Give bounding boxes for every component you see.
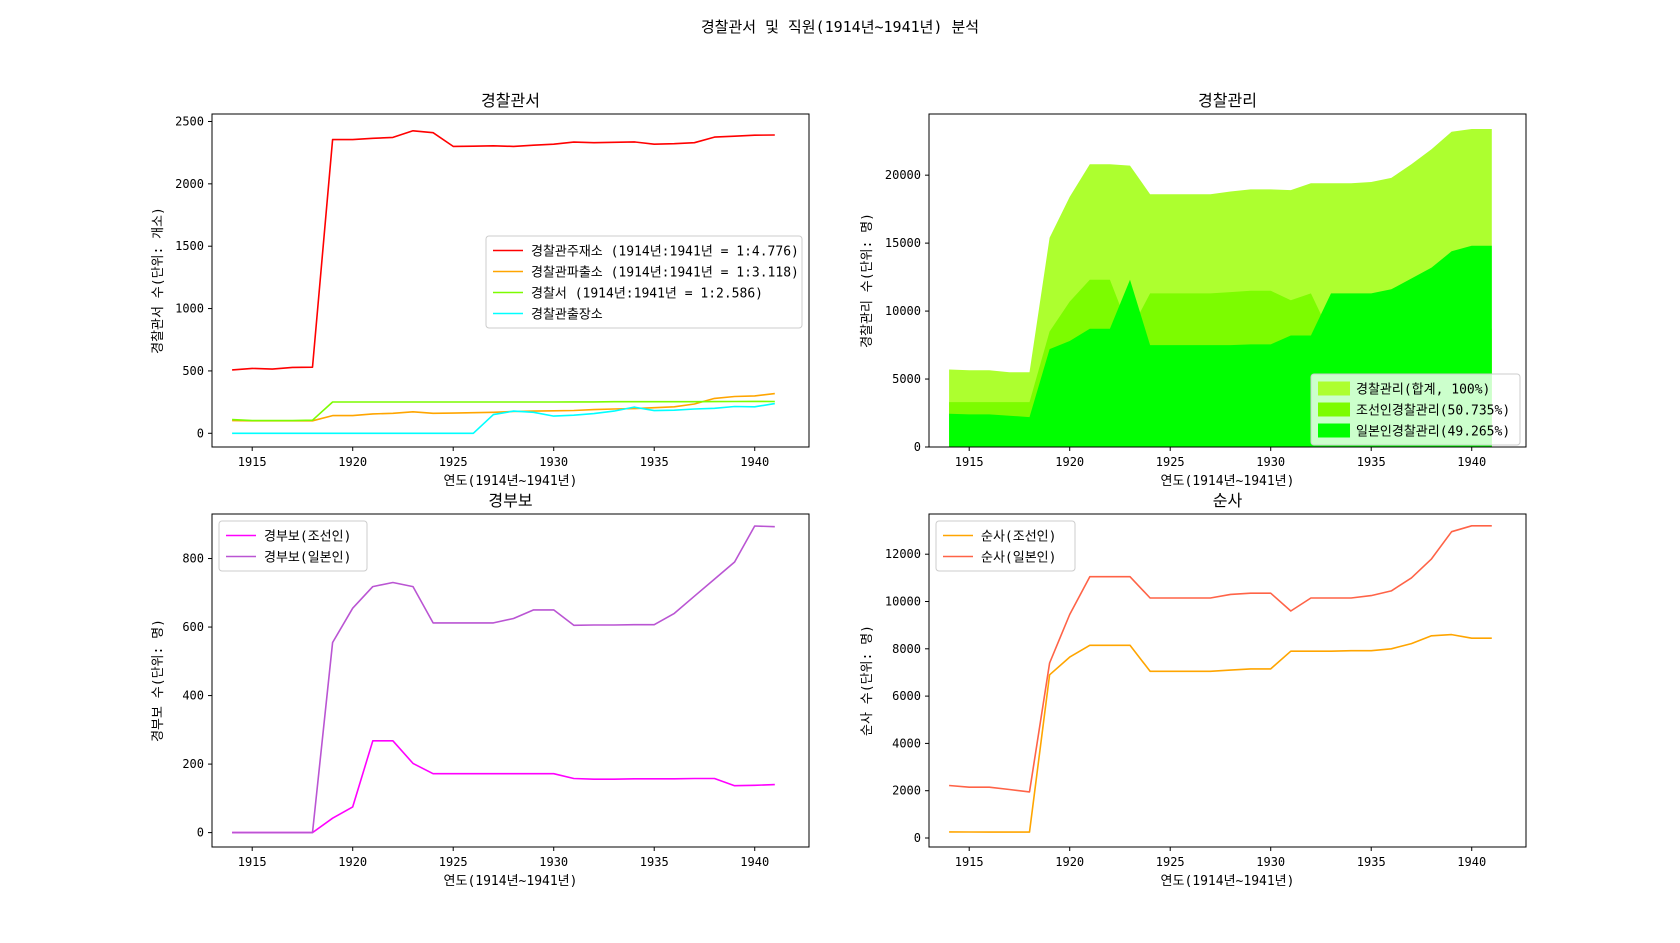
legend-entry: 경부보(일본인) [264,551,351,566]
y-tick-label: 400 [182,689,204,703]
y-tick-label: 2000 [892,784,921,798]
y-axis-label: 경찰관서 수(단위: 개소) [151,207,166,354]
y-tick-label: 12000 [885,547,921,561]
x-tick-label: 1915 [955,855,984,869]
y-axis-label: 순사 수(단위: 명) [860,625,875,736]
y-tick-label: 15000 [885,236,921,250]
x-axis-label: 연도(1914년~1941년) [444,474,578,489]
x-tick-label: 1930 [539,855,568,869]
x-tick-label: 1930 [1256,455,1285,469]
x-tick-label: 1930 [539,455,568,469]
legend-entry: 경찰관파출소 (1914년:1941년 = 1:3.118) [531,266,799,281]
legend-box [485,235,803,329]
chart-panel-3: 경부보 1915 1920 1925 1930 1935 1940 0 200 400 600 800… [151,491,810,889]
y-tick-label: 1500 [175,239,204,253]
axes-frame [928,113,1527,448]
y-tick-label: 10000 [885,595,921,609]
x-tick-label: 1930 [1256,855,1285,869]
legend-entry: 순사(조선인) [981,530,1056,545]
legend-entry: 경부보(조선인) [264,530,351,545]
y-tick-label: 200 [182,757,204,771]
x-axis-label: 연도(1914년~1941년) [1161,474,1295,489]
y-tick-label: 2500 [175,114,204,128]
legend-box [1310,373,1521,446]
chart-title: 경부보 [488,491,532,510]
legend-box [935,520,1076,572]
y-tick-label: 1000 [175,302,204,316]
x-tick-label: 1935 [1357,855,1386,869]
y-axis-label: 경부보 수(단위: 명) [151,619,166,742]
legend-swatch [1318,402,1350,417]
legend-swatch [1318,423,1350,438]
line-series-1 [232,740,775,834]
legend-entry: 일본인경찰관리(49.265%) [1356,425,1510,440]
x-tick-label: 1920 [1055,855,1084,869]
y-tick-label: 8000 [892,642,921,656]
legend: 경찰관주재소 (1914년:1941년 = 1:4.776) 경찰관파출소 (19… [485,235,803,329]
x-tick-label: 1940 [740,855,769,869]
x-tick-label: 1920 [338,855,367,869]
chart-title: 순사 [1213,491,1243,510]
x-tick-label: 1935 [640,455,669,469]
axes-frame [928,513,1527,848]
x-tick-label: 1915 [238,455,267,469]
x-tick-label: 1940 [1457,455,1486,469]
y-tick-label: 500 [182,364,204,378]
legend-entry: 경찰관출장소 [531,308,603,323]
x-tick-label: 1915 [238,855,267,869]
y-tick-label: 20000 [885,168,921,182]
x-tick-label: 1925 [439,855,468,869]
axes-frame [211,113,810,448]
x-tick-label: 1940 [1457,855,1486,869]
y-tick-label: 0 [197,426,204,440]
line-series-3 [232,400,775,422]
y-tick-label: 0 [914,440,921,454]
legend: 경부보(조선인) 경부보(일본인) [218,520,368,572]
legend-entry: 조선인경찰관리(50.735%) [1356,404,1510,419]
x-tick-label: 1920 [1055,455,1084,469]
line-series-2 [949,525,1492,793]
legend-entry: 경찰관주재소 (1914년:1941년 = 1:4.776) [531,245,799,260]
legend: 경찰관리(합계, 100%) 조선인경찰관리(50.735%) 일본인경찰관리(49… [1310,373,1521,446]
chart-title: 경찰관리 [1198,91,1257,110]
x-tick-label: 1925 [439,455,468,469]
y-tick-label: 600 [182,620,204,634]
x-tick-label: 1940 [740,455,769,469]
x-tick-label: 1925 [1156,855,1185,869]
axes-frame [211,513,810,848]
line-series-2 [232,392,775,422]
legend: 순사(조선인) 순사(일본인) [935,520,1076,572]
x-tick-label: 1935 [640,855,669,869]
y-tick-label: 0 [197,826,204,840]
x-tick-label: 1935 [1357,455,1386,469]
legend-entry: 경찰서 (1914년:1941년 = 1:2.586) [531,287,763,302]
x-axis-label: 연도(1914년~1941년) [1161,874,1295,889]
y-tick-label: 6000 [892,689,921,703]
y-tick-label: 5000 [892,372,921,386]
legend-swatch [1318,381,1350,396]
x-tick-label: 1920 [338,455,367,469]
chart-panel-4: 순사 1915 1920 1925 1930 1935 1940 0 2000 4000 6000 8… [860,491,1527,889]
y-axis-label: 경찰관리 수(단위: 명) [860,213,875,348]
x-axis-label: 연도(1914년~1941년) [444,874,578,889]
legend-entry: 경찰관리(합계, 100%) [1356,383,1490,398]
line-series-1 [949,633,1492,833]
chart-panel-2: 경찰관리 1915 1920 1925 1930 1935 1940 0 5000 10000 15… [860,91,1527,489]
x-tick-label: 1925 [1156,455,1185,469]
x-tick-label: 1915 [955,455,984,469]
chart-panel-1: 경찰관서 1915 1920 1925 1930 1935 1940 0 500 1000 1500… [151,91,810,489]
line-series-1 [232,130,775,371]
y-tick-label: 10000 [885,304,921,318]
legend-entry: 순사(일본인) [981,551,1056,566]
legend-box [218,520,368,572]
y-tick-label: 4000 [892,736,921,750]
y-tick-label: 2000 [175,177,204,191]
y-tick-label: 800 [182,552,204,566]
y-tick-label: 0 [914,831,921,845]
chart-title: 경찰관서 [481,91,540,110]
figure-title: 경찰관서 및 직원(1914년~1941년) 분석 [700,18,980,36]
line-series-2 [232,525,775,834]
line-series-4 [232,402,775,435]
